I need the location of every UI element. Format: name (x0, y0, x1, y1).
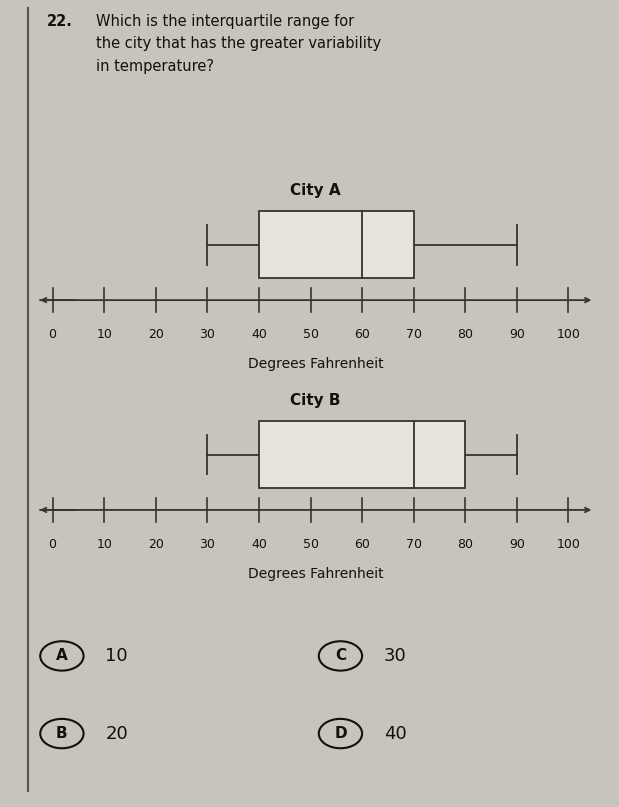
Bar (259, 421, 465, 488)
Text: 100: 100 (556, 328, 581, 341)
Text: 40: 40 (251, 328, 267, 341)
Text: 0: 0 (49, 537, 56, 550)
Text: 20: 20 (105, 725, 128, 742)
Text: B: B (56, 726, 67, 741)
Ellipse shape (319, 642, 362, 671)
Text: Degrees Fahrenheit: Degrees Fahrenheit (248, 567, 384, 581)
Text: 40: 40 (251, 537, 267, 550)
Text: 80: 80 (457, 328, 474, 341)
Text: 30: 30 (384, 647, 407, 665)
Text: 20: 20 (148, 537, 163, 550)
Text: 10: 10 (97, 328, 112, 341)
Ellipse shape (40, 642, 84, 671)
Text: 60: 60 (354, 328, 370, 341)
Text: City B: City B (290, 393, 341, 408)
Bar (259, 211, 413, 278)
Text: Degrees Fahrenheit: Degrees Fahrenheit (248, 358, 384, 371)
Text: A: A (56, 649, 67, 663)
Text: 50: 50 (303, 537, 319, 550)
Text: City A: City A (290, 183, 341, 199)
Text: 20: 20 (148, 328, 163, 341)
Text: 90: 90 (509, 328, 525, 341)
Text: 60: 60 (354, 537, 370, 550)
Text: 10: 10 (97, 537, 112, 550)
Text: 50: 50 (303, 328, 319, 341)
Text: 40: 40 (384, 725, 407, 742)
Text: 80: 80 (457, 537, 474, 550)
Ellipse shape (40, 719, 84, 748)
Text: C: C (335, 649, 346, 663)
Text: 22.: 22. (46, 15, 72, 29)
Text: 30: 30 (199, 328, 215, 341)
Text: D: D (334, 726, 347, 741)
Text: 100: 100 (556, 537, 581, 550)
Text: 70: 70 (405, 328, 422, 341)
Text: 10: 10 (105, 647, 128, 665)
Text: Which is the interquartile range for
the city that has the greater variability
i: Which is the interquartile range for the… (96, 15, 381, 73)
Text: 70: 70 (405, 537, 422, 550)
Text: 30: 30 (199, 537, 215, 550)
Text: 0: 0 (49, 328, 56, 341)
Text: 90: 90 (509, 537, 525, 550)
Ellipse shape (319, 719, 362, 748)
